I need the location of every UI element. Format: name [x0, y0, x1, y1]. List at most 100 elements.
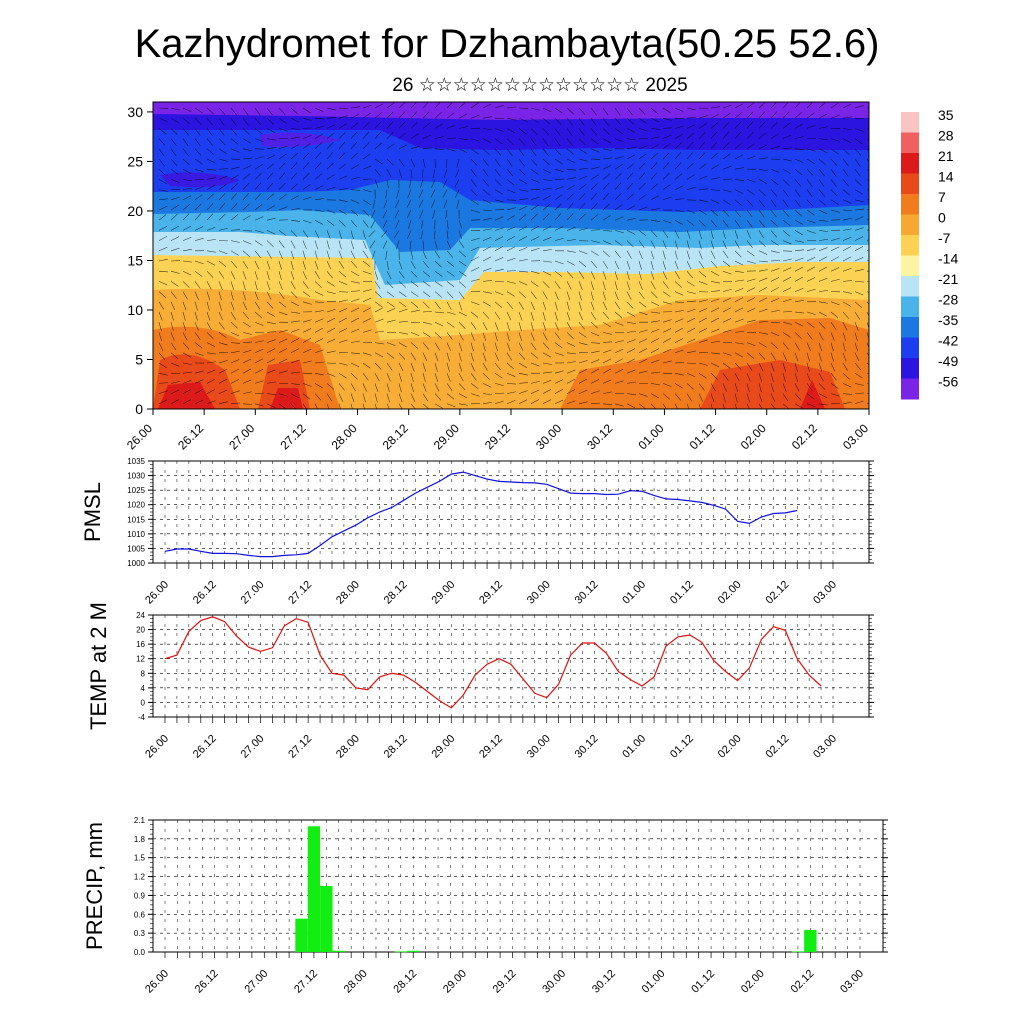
wind-barb — [746, 111, 754, 119]
wind-barb — [854, 342, 858, 352]
wind-barb — [266, 271, 270, 280]
wind-barb — [278, 260, 282, 270]
wind-barb — [830, 256, 840, 262]
wind-barb — [434, 270, 443, 277]
wind-barb — [854, 208, 864, 211]
wind-barb — [368, 230, 376, 238]
wind-barb — [254, 368, 264, 374]
wind-barb — [794, 403, 803, 409]
wind-barb — [674, 133, 683, 139]
wind-barb — [494, 105, 504, 109]
wind-barb — [734, 220, 741, 228]
wind-barb — [782, 352, 788, 362]
wind-barb — [650, 230, 658, 238]
wind-barb — [254, 164, 263, 170]
x-tick-label: 01.12 — [689, 968, 717, 996]
wind-barb — [158, 117, 168, 122]
x-tick-label: 26.12 — [193, 968, 221, 996]
wind-barb — [314, 209, 324, 212]
wind-barb — [158, 198, 168, 201]
x-tick-label: 30.00 — [540, 968, 568, 996]
wind-barb — [638, 281, 643, 290]
wind-barb — [422, 393, 429, 402]
wind-barb — [770, 287, 780, 292]
wind-barb — [602, 107, 609, 116]
field-red-core-3 — [800, 380, 825, 409]
wind-barb — [818, 332, 824, 341]
temperature-field — [153, 102, 869, 409]
wind-barb — [830, 138, 840, 142]
wind-barb — [470, 148, 479, 155]
wind-barb — [254, 301, 261, 310]
wind-barb — [381, 230, 388, 238]
wind-barb — [182, 389, 192, 394]
wind-barb — [638, 358, 648, 364]
wind-barb — [182, 117, 191, 125]
wind-barb — [350, 393, 355, 403]
wind-barb — [722, 329, 732, 333]
wind-barb — [386, 281, 394, 289]
wind-barb — [422, 158, 426, 168]
wind-barb — [458, 332, 464, 341]
wind-barb — [242, 148, 252, 152]
wind-barb — [638, 338, 648, 343]
wind-barb — [206, 400, 216, 405]
wind-barb — [626, 381, 636, 384]
wind-barb — [758, 179, 768, 184]
wind-barb — [506, 158, 513, 167]
wind-barb — [506, 246, 516, 252]
wind-barb — [662, 250, 666, 260]
wind-barb — [662, 319, 672, 323]
wind-barb — [170, 362, 180, 367]
wind-barb — [818, 239, 828, 241]
wind-barb — [746, 393, 750, 403]
wind-barb — [842, 138, 852, 144]
wind-barb — [662, 328, 672, 333]
wind-barb — [746, 220, 753, 228]
wind-barb — [326, 219, 335, 226]
wind-barb — [242, 165, 252, 170]
wind-barb — [602, 379, 612, 384]
wind-barb — [782, 179, 790, 186]
wind-barb — [170, 247, 180, 252]
wind-barb — [434, 136, 444, 139]
wind-barb — [722, 209, 730, 217]
wind-barb — [686, 132, 695, 139]
wind-barb — [530, 270, 540, 274]
wind-barb — [482, 393, 492, 395]
wind-barb — [422, 352, 428, 362]
wind-barb — [590, 260, 598, 269]
wind-barb — [470, 199, 479, 205]
wind-barb — [518, 107, 528, 109]
wind-barb — [806, 288, 816, 292]
wind-barb — [374, 112, 382, 119]
colorbar-swatch — [901, 296, 919, 318]
wind-barb — [578, 193, 586, 200]
wind-barb — [314, 185, 324, 190]
wind-barb — [494, 138, 503, 145]
wind-barb — [806, 219, 816, 224]
wind-barb — [374, 342, 384, 345]
wind-barb — [710, 270, 719, 276]
temp-series-line — [164, 616, 822, 709]
wind-barb — [494, 158, 501, 167]
wind-barb — [674, 250, 678, 260]
wind-barb — [443, 169, 448, 178]
wind-barb — [407, 230, 412, 239]
wind-barb — [338, 115, 348, 119]
wind-barb — [194, 342, 203, 349]
wind-barb — [362, 297, 372, 303]
wind-barb — [626, 358, 636, 364]
wind-barb — [746, 383, 750, 393]
colorbar-swatch — [901, 276, 919, 297]
wind-barb — [782, 122, 791, 129]
wind-barb — [842, 267, 852, 272]
wind-barb — [650, 195, 660, 201]
wind-barb — [782, 393, 789, 402]
wind-barb — [266, 369, 276, 374]
wind-barb — [350, 260, 358, 268]
wind-barb — [182, 107, 192, 112]
wind-barb — [170, 236, 180, 241]
wind-barb — [782, 373, 786, 382]
